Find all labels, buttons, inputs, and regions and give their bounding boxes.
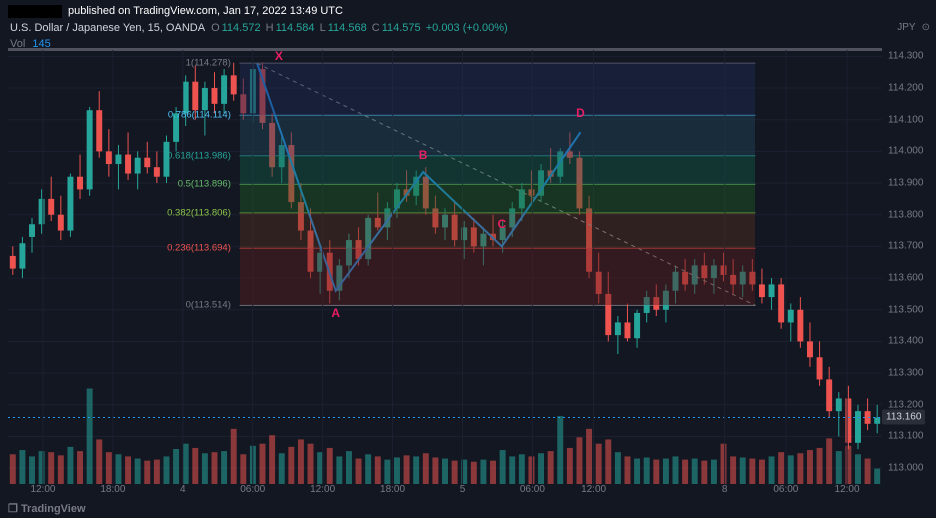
publish-text: published on TradingView.com, Jan 17, 20… [68,5,343,17]
pattern-point-label: A [331,306,340,320]
y-tick: 113.200 [888,399,923,410]
x-tick: 4 [180,484,186,495]
pattern-point-label: B [419,148,428,162]
redacted-author [8,5,62,18]
brand-text: TradingView [21,503,86,515]
x-tick: 12:00 [310,484,335,495]
y-tick: 113.400 [888,336,923,347]
time-axis[interactable]: 12:00 18:00 4 06:00 12:00 18:00 5 06:00 12:00 8 06… [8,484,882,500]
pattern-point-label: C [497,217,506,231]
x-tick: 12:00 [30,484,55,495]
x-tick: 06:00 [240,484,265,495]
x-tick: 5 [460,484,466,495]
price-axis[interactable]: 114.300 114.200 114.100 114.000 113.900 113.8… [882,50,936,484]
x-tick: 06:00 [773,484,798,495]
x-tick: 06:00 [520,484,545,495]
x-tick: 8 [722,484,728,495]
x-tick: 12:00 [581,484,606,495]
pattern-labels: X A B C D [8,50,882,484]
y-tick: 113.700 [888,241,923,252]
pattern-point-label: X [275,49,283,63]
current-price-badge: 113.160 [882,410,925,425]
x-tick: 18:00 [380,484,405,495]
ticker-info: U.S. Dollar / Japanese Yen, 15, OANDA O1… [10,22,508,34]
y-tick: 113.100 [888,431,923,442]
x-tick: 18:00 [100,484,125,495]
chart-area[interactable]: 1(114.278)0.786(114.114)0.618(113.986)0.… [8,50,882,484]
quote-currency: JPY [897,22,915,33]
ohlc-values: O114.572 H114.584 L114.568 C114.575 +0.0… [209,22,508,34]
y-tick: 113.600 [888,273,923,284]
right-symbol-badges: JPY ⊙ [897,22,930,33]
footer-brand: ❐ TradingView [8,502,86,515]
ticker-name: U.S. Dollar / Japanese Yen, 15, OANDA [10,22,205,34]
y-tick: 113.000 [888,463,923,474]
header-bar: published on TradingView.com, Jan 17, 20… [0,0,936,22]
pattern-point-label: D [576,106,585,120]
y-tick: 113.500 [888,304,923,315]
y-tick: 114.000 [888,146,923,157]
y-tick: 114.200 [888,83,923,94]
y-tick: 114.100 [888,114,923,125]
x-tick: 12:00 [835,484,860,495]
y-tick: 113.800 [888,209,923,220]
logo-icon: ❐ [8,503,18,515]
target-icon: ⊙ [922,22,930,33]
y-tick: 113.900 [888,178,923,189]
y-tick: 114.300 [888,51,923,62]
y-tick: 113.300 [888,368,923,379]
